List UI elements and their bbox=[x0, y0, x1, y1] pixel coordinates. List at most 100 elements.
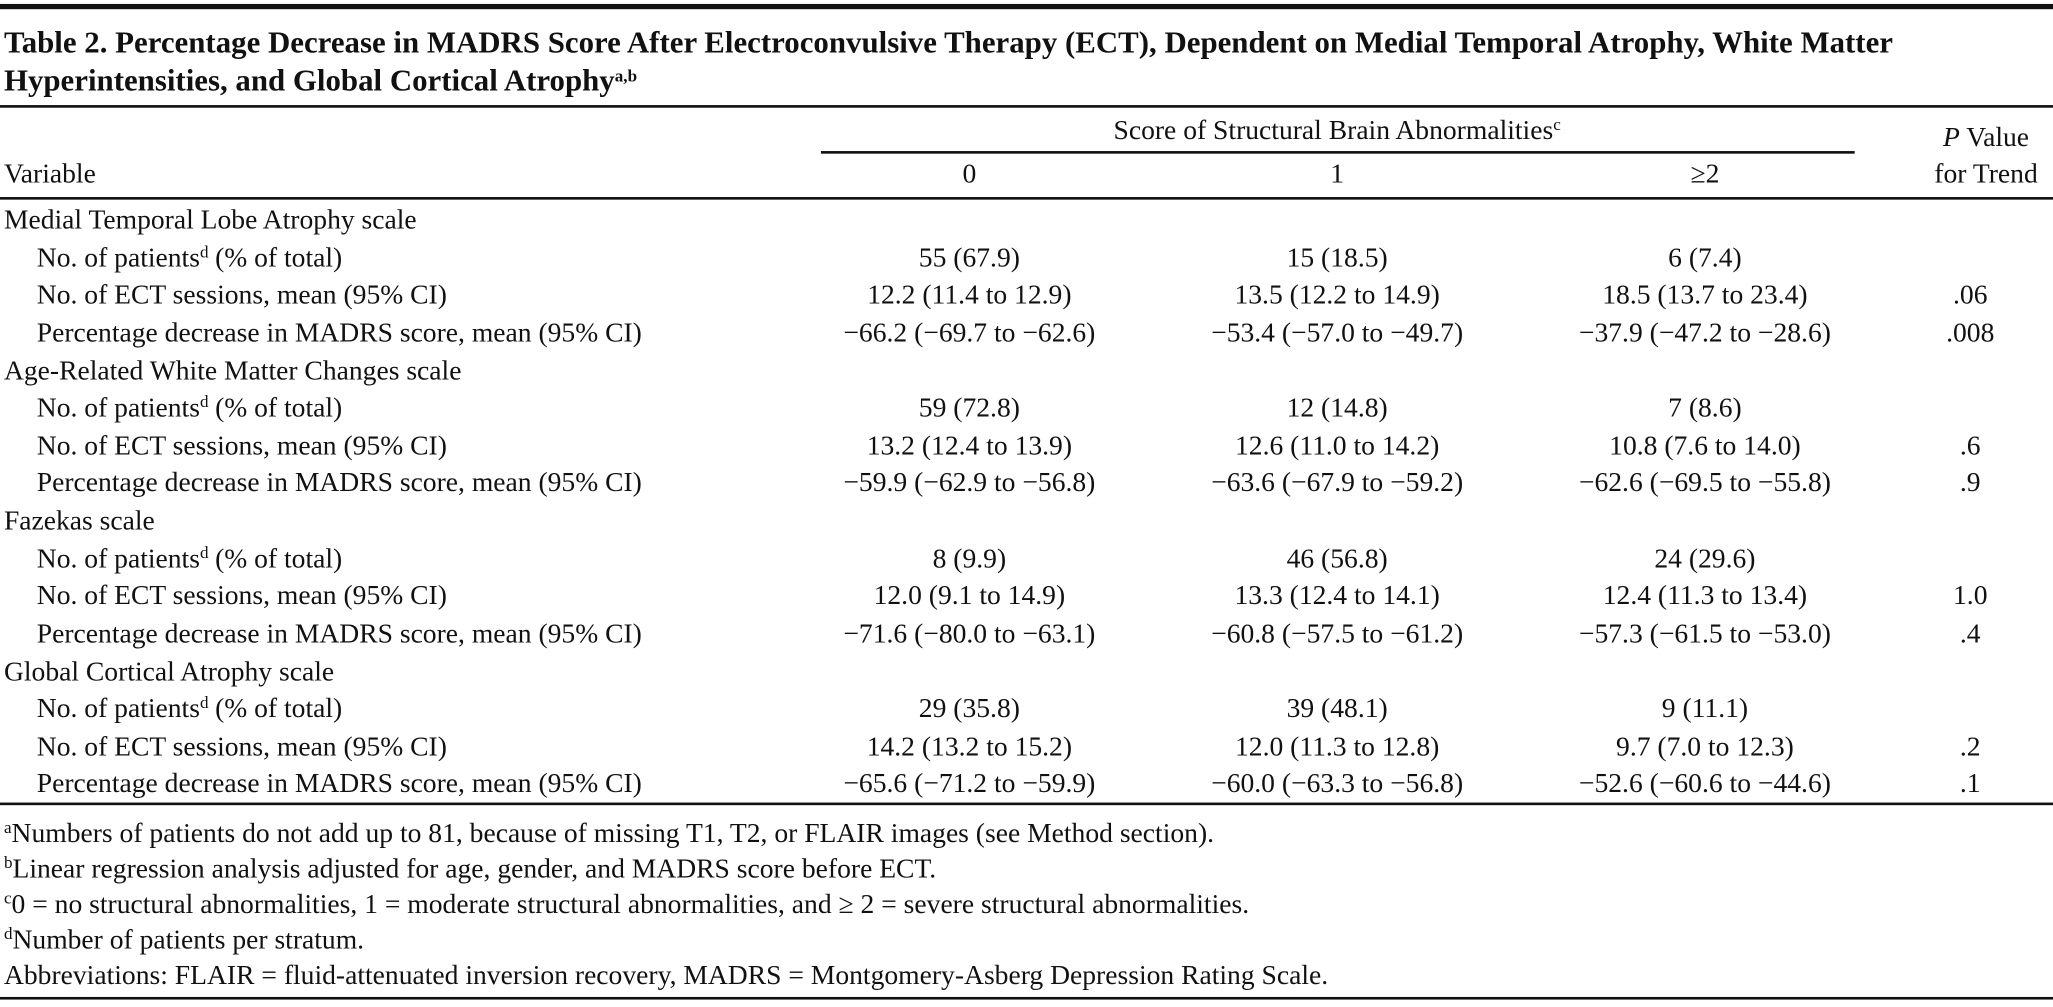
cell: 13.3 (12.4 to 14.1) bbox=[1234, 579, 1440, 612]
row-label: Percentage decrease in MADRS score, mean… bbox=[37, 314, 642, 351]
section-name: Medial Temporal Lobe Atrophy scale bbox=[3, 203, 417, 236]
cell: 14.2 (13.2 to 15.2) bbox=[866, 730, 1073, 762]
p-header-italic: P bbox=[1942, 120, 1960, 153]
cell: 12.0 (9.1 to 14.9) bbox=[873, 579, 1066, 612]
cell: 55 (67.9) bbox=[918, 241, 1020, 273]
cell: 7 (8.6) bbox=[1668, 391, 1742, 424]
group-header-mark: c bbox=[1553, 114, 1561, 134]
group-rule bbox=[820, 151, 1855, 154]
row-label: No. of patientsd (% of total) bbox=[37, 239, 342, 276]
rule bbox=[0, 197, 2053, 199]
row-label-text: No. of patients bbox=[36, 692, 200, 724]
cell: 12.2 (11.4 to 12.9) bbox=[867, 278, 1072, 311]
cell: −53.4 (−57.0 to −49.7) bbox=[1211, 316, 1464, 348]
row-label-rest: (% of total) bbox=[215, 391, 343, 424]
row-label-text: No. of ECT sessions, mean (95% CI) bbox=[36, 429, 447, 461]
cell: 46 (56.8) bbox=[1286, 542, 1388, 574]
section-name: Age-Related White Matter Changes scale bbox=[3, 354, 462, 386]
row-label-text: Percentage decrease in MADRS score, mean… bbox=[36, 767, 642, 800]
column-header: ≥2 bbox=[1690, 157, 1720, 190]
row-label: No. of ECT sessions, mean (95% CI) bbox=[37, 276, 447, 313]
cell: 15 (18.5) bbox=[1286, 241, 1388, 273]
rule bbox=[0, 105, 2053, 108]
p-header-text: Value bbox=[1966, 120, 2030, 153]
row-label-text: Percentage decrease in MADRS score, mean… bbox=[36, 466, 642, 499]
cell: 13.5 (12.2 to 14.9) bbox=[1234, 278, 1440, 311]
row-label: Percentage decrease in MADRS score, mean… bbox=[37, 765, 642, 802]
p-value: .008 bbox=[1946, 316, 1995, 348]
p-header-line2: for Trend bbox=[1934, 157, 2038, 190]
group-header-text: Score of Structural Brain Abnormalities bbox=[1113, 114, 1554, 146]
table-title: Table 2. Percentage Decrease in MADRS Sc… bbox=[4, 25, 2046, 101]
row-label-rest: (% of total) bbox=[215, 241, 343, 273]
cell: −62.6 (−69.5 to −55.8) bbox=[1578, 466, 1831, 499]
row-label-text: No. of patients bbox=[36, 542, 200, 574]
row-label-text: No. of ECT sessions, mean (95% CI) bbox=[36, 730, 447, 762]
row-label: No. of ECT sessions, mean (95% CI) bbox=[37, 727, 447, 764]
cell: 12.4 (11.3 to 13.4) bbox=[1602, 579, 1808, 612]
footnote-mark: a bbox=[3, 816, 12, 837]
footnote: bLinear regression analysis adjusted for… bbox=[4, 850, 936, 887]
cell: 39 (48.1) bbox=[1286, 692, 1388, 724]
cell: 12.6 (11.0 to 14.2) bbox=[1234, 429, 1440, 461]
p-value: .4 bbox=[1959, 617, 1981, 649]
row-label-text: Percentage decrease in MADRS score, mean… bbox=[36, 316, 642, 348]
title-footnote-mark: a,b bbox=[614, 65, 638, 86]
footnote: c0 = no structural abnormalities, 1 = mo… bbox=[4, 885, 1249, 922]
cell: 9.7 (7.0 to 12.3) bbox=[1616, 730, 1794, 762]
row-label-rest: (% of total) bbox=[215, 542, 343, 574]
footnote: aNumbers of patients do not add up to 81… bbox=[4, 814, 1214, 851]
row-label-text: No. of patients bbox=[36, 241, 200, 273]
cell: 24 (29.6) bbox=[1654, 542, 1756, 574]
row-label: No. of ECT sessions, mean (95% CI) bbox=[37, 427, 447, 464]
row-label: Percentage decrease in MADRS score, mean… bbox=[37, 464, 642, 501]
footnote: Abbreviations: FLAIR = fluid-attenuated … bbox=[4, 956, 1328, 993]
row-label-mark: d bbox=[199, 391, 209, 412]
row-label-mark: d bbox=[199, 542, 209, 562]
title-text: Table 2. Percentage Decrease in MADRS Sc… bbox=[3, 26, 1893, 99]
footnote-text: 0 = no structural abnormalities, 1 = mod… bbox=[11, 887, 1250, 920]
row-label-mark: d bbox=[199, 692, 209, 713]
row-label-text: No. of patients bbox=[36, 391, 200, 424]
p-value: .2 bbox=[1959, 730, 1981, 762]
group-header: Score of Structural Brain Abnormalitiesc bbox=[1113, 112, 1560, 149]
footnote-mark: d bbox=[3, 923, 13, 944]
column-header: 0 bbox=[962, 157, 977, 190]
p-header: P Value bbox=[1943, 118, 2029, 155]
cell: −63.6 (−67.9 to −59.2) bbox=[1211, 466, 1464, 499]
footnote-text: Linear regression analysis adjusted for … bbox=[12, 852, 937, 884]
cell: −37.9 (−47.2 to −28.6) bbox=[1578, 316, 1831, 348]
cell: 18.5 (13.7 to 23.4) bbox=[1602, 278, 1808, 311]
cell: −57.3 (−61.5 to −53.0) bbox=[1578, 617, 1831, 649]
section-name: Global Cortical Atrophy scale bbox=[3, 654, 335, 687]
rule bbox=[0, 802, 2053, 805]
row-label-text: Percentage decrease in MADRS score, mean… bbox=[36, 617, 642, 649]
section-name: Fazekas scale bbox=[3, 504, 155, 536]
cell: −66.2 (−69.7 to −62.6) bbox=[843, 316, 1096, 348]
top-rule bbox=[0, 3, 2053, 10]
cell: 10.8 (7.6 to 14.0) bbox=[1609, 429, 1801, 461]
p-value: .1 bbox=[1959, 767, 1981, 800]
footnote-mark: b bbox=[3, 852, 13, 873]
row-label-text: No. of ECT sessions, mean (95% CI) bbox=[36, 579, 447, 612]
row-label: Percentage decrease in MADRS score, mean… bbox=[37, 615, 642, 652]
cell: 13.2 (12.4 to 13.9) bbox=[866, 429, 1073, 461]
bottom-rule bbox=[0, 996, 2053, 999]
cell: 9 (11.1) bbox=[1661, 692, 1749, 724]
cell: 12 (14.8) bbox=[1286, 391, 1388, 424]
cell: −71.6 (−80.0 to −63.1) bbox=[843, 617, 1096, 649]
cell: 6 (7.4) bbox=[1668, 241, 1742, 273]
footnote-text: Abbreviations: FLAIR = fluid-attenuated … bbox=[3, 958, 1329, 991]
column-header: 1 bbox=[1330, 157, 1345, 190]
row-label-rest: (% of total) bbox=[215, 692, 343, 724]
row-label: No. of patientsd (% of total) bbox=[37, 389, 342, 426]
cell: 29 (35.8) bbox=[918, 692, 1020, 724]
cell: −60.8 (−57.5 to −61.2) bbox=[1211, 617, 1464, 649]
row-label: No. of patientsd (% of total) bbox=[37, 539, 342, 576]
footnote-mark: c bbox=[3, 887, 12, 908]
cell: 12.0 (11.3 to 12.8) bbox=[1234, 730, 1440, 762]
footnote: dNumber of patients per stratum. bbox=[4, 921, 364, 958]
p-value: .6 bbox=[1959, 429, 1981, 461]
cell: −60.0 (−63.3 to −56.8) bbox=[1211, 767, 1464, 800]
